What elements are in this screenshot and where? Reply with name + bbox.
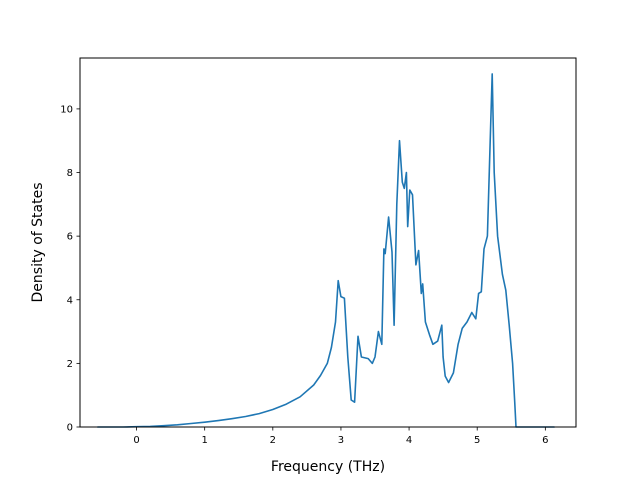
x-axis-label: Frequency (THz) xyxy=(271,459,385,475)
x-tick-label: 6 xyxy=(542,435,548,446)
y-tick-label: 4 xyxy=(67,295,73,306)
dos-line xyxy=(96,73,556,428)
x-tick-label: 1 xyxy=(201,435,207,446)
x-tick-label: 5 xyxy=(474,435,480,446)
plot-area xyxy=(96,73,556,428)
y-tick-label: 8 xyxy=(67,168,73,179)
x-tick-label: 0 xyxy=(133,435,139,446)
x-tick-label: 2 xyxy=(270,435,276,446)
axes-frame xyxy=(79,57,577,428)
x-tick-label: 4 xyxy=(406,435,412,446)
y-axis-label: Density of States xyxy=(30,183,46,303)
x-tick-label: 3 xyxy=(338,435,344,446)
y-tick-label: 2 xyxy=(67,359,73,370)
y-tick-label: 10 xyxy=(60,104,73,115)
axis-ticks: 0 1 2 3 4 5 6 0 2 4 6 8 10 xyxy=(60,104,548,446)
y-tick-label: 0 xyxy=(67,423,73,434)
y-tick-label: 6 xyxy=(67,232,73,243)
